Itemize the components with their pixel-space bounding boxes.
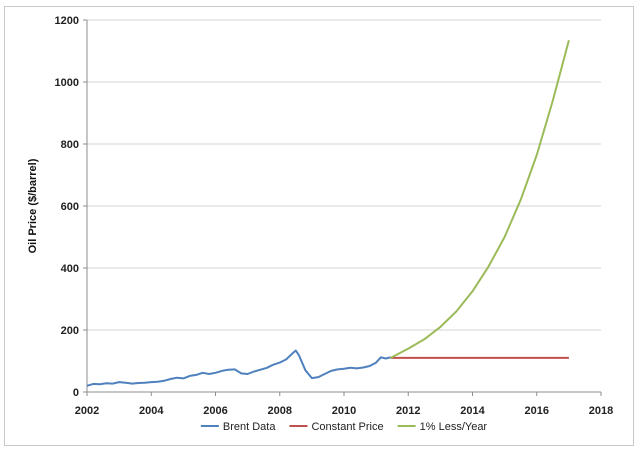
y-tick-label: 1000	[55, 77, 79, 89]
x-tick-label: 2018	[589, 405, 613, 417]
series-line-1-less-year	[390, 39, 570, 359]
x-tick-label: 2006	[203, 405, 227, 417]
y-axis-title: Oil Price ($/barrel)	[27, 158, 39, 253]
x-tick-label: 2012	[396, 405, 420, 417]
legend: Brent Data Constant Price 1% Less/Year	[200, 421, 488, 433]
legend-label: 1% Less/Year	[420, 421, 488, 433]
y-tick-label: 200	[61, 325, 79, 337]
gridlines	[87, 19, 601, 331]
legend-item-1-less-year: 1% Less/Year	[397, 421, 488, 433]
y-tick-label: 0	[73, 387, 79, 399]
legend-item-brent-data: Brent Data	[200, 421, 276, 433]
x-tick-label: 2008	[268, 405, 292, 417]
x-tick-label: 2002	[75, 405, 99, 417]
legend-item-constant-price: Constant Price	[289, 421, 384, 433]
x-tick-label: 2004	[139, 405, 164, 417]
axes	[83, 19, 602, 396]
x-tick-label: 2014	[460, 405, 485, 417]
y-tick-label: 600	[61, 201, 79, 213]
y-tick-label: 400	[61, 263, 79, 275]
legend-label: Brent Data	[223, 421, 276, 433]
x-tick-labels: 2002 2004 2006 2008 2010 2012 2014 2016 2018	[75, 405, 613, 417]
y-tick-label: 800	[61, 139, 79, 151]
chart-frame: 0 200 400 600 800 1000 1200 2002 2004 2006 2008 20…	[4, 6, 634, 446]
series-line-brent-data	[86, 349, 391, 387]
x-tick-label: 2010	[332, 405, 356, 417]
y-tick-label: 1200	[55, 15, 79, 27]
x-tick-label: 2016	[525, 405, 549, 417]
y-tick-labels: 0 200 400 600 800 1000 1200	[55, 15, 79, 399]
legend-label: Constant Price	[311, 421, 383, 433]
series-lines	[86, 39, 570, 387]
